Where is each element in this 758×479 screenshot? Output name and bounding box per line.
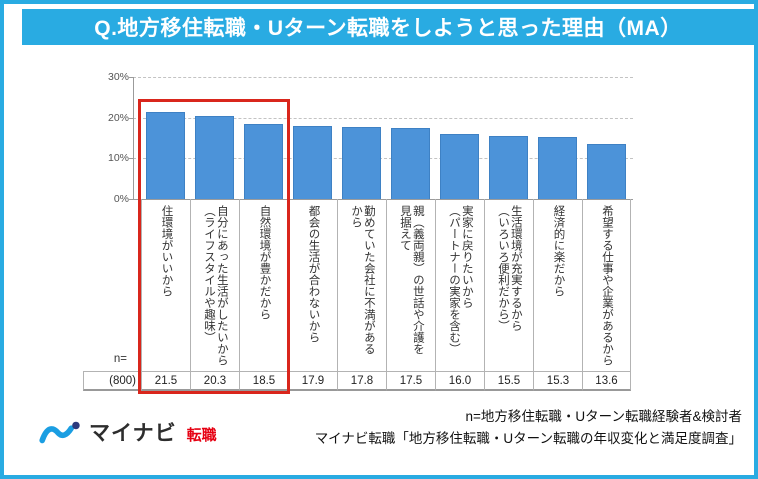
bar — [489, 136, 528, 199]
bar — [538, 136, 577, 199]
footer-notes: n=地方移住転職・Uターン転職経験者&検討者 マイナビ転職「地方移住転職・Uター… — [315, 406, 742, 450]
y-axis-line — [133, 77, 134, 200]
category-label: 都会の生活が合わないから — [307, 205, 320, 343]
bar-zone — [582, 77, 631, 199]
gridline — [133, 77, 633, 78]
y-tick-mark — [129, 199, 133, 200]
y-tick-mark — [129, 117, 133, 119]
y-tick-label: 0% — [113, 193, 129, 205]
bar-zone — [239, 77, 288, 199]
chart-column: 自然環境が豊かだから 18.5 — [239, 77, 288, 391]
value-cell: 21.5 — [141, 371, 190, 391]
value-cell: 20.3 — [190, 371, 239, 391]
bar-zone — [386, 77, 435, 199]
category-label: 経済的に楽だから — [552, 205, 565, 297]
chart-columns: 住環境がいいから 21.5 自分にあった生活がしたいから （ライフスタイルや趣味） 2… — [141, 77, 631, 391]
logo-suffix-text: 転職 — [186, 426, 217, 444]
chart-column: 親（義両親）の世話や介護を 見据えて 17.5 — [386, 77, 435, 391]
chart-column: 勤めていた会社に不満がある から 17.8 — [337, 77, 386, 391]
category-label-cell: 親（義両親）の世話や介護を 見据えて — [386, 199, 435, 371]
category-label-cell: 勤めていた会社に不満がある から — [337, 199, 386, 371]
bar — [440, 133, 479, 199]
bar — [587, 143, 626, 199]
x-axis-line — [133, 199, 633, 200]
y-tick-mark — [129, 158, 133, 160]
value-cell: 18.5 — [239, 371, 288, 391]
mynavi-wave-icon — [38, 417, 82, 447]
bar-zone — [484, 77, 533, 199]
bar-zone — [533, 77, 582, 199]
value-cell: 15.3 — [533, 371, 582, 391]
bar — [391, 127, 430, 199]
value-cell: 16.0 — [435, 371, 484, 391]
gridline — [133, 117, 633, 119]
footer-note-sample: n=地方移住転職・Uターン転職経験者&検討者 — [465, 409, 742, 424]
category-label: 自分にあった生活がしたいから （ライフスタイルや趣味） — [203, 205, 228, 366]
n-value-cell: (800) — [83, 371, 141, 391]
chart-column: 自分にあった生活がしたいから （ライフスタイルや趣味） 20.3 — [190, 77, 239, 391]
category-label-cell: 実家に戻りたいから （パートナーの実家を含む） — [435, 199, 484, 371]
category-label: 生活環境が充実するから （いろいろ便利だから） — [497, 205, 522, 332]
n-label: n= — [113, 353, 127, 365]
footer-note-source: マイナビ転職「地方移住転職・Uターン転職の年収変化と満足度調査」 — [314, 431, 742, 446]
value-cell: 17.8 — [337, 371, 386, 391]
chart-column: 住環境がいいから 21.5 — [141, 77, 190, 391]
bar — [293, 126, 332, 199]
gridline — [133, 158, 633, 160]
bar — [342, 126, 381, 199]
bar-zone — [337, 77, 386, 199]
category-label: 希望する仕事や企業があるから — [600, 205, 613, 366]
category-label-cell: 希望する仕事や企業があるから — [582, 199, 631, 371]
logo-brand-text: マイナビ — [89, 422, 177, 445]
y-tick-label: 10% — [107, 152, 129, 165]
bar — [146, 111, 185, 199]
category-label-cell: 自然環境が豊かだから — [239, 199, 288, 371]
category-label: 勤めていた会社に不満がある から — [350, 205, 375, 355]
category-label-cell: 生活環境が充実するから （いろいろ便利だから） — [484, 199, 533, 371]
chart-column: 希望する仕事や企業があるから 13.6 — [582, 77, 631, 391]
category-label: 親（義両親）の世話や介護を 見据えて — [399, 205, 424, 355]
value-cell: 17.5 — [386, 371, 435, 391]
chart-column: 生活環境が充実するから （いろいろ便利だから） 15.5 — [484, 77, 533, 391]
bar-zone — [190, 77, 239, 199]
category-label-cell: 住環境がいいから — [141, 199, 190, 371]
chart-column: 都会の生活が合わないから 17.9 — [288, 77, 337, 391]
category-label-cell: 都会の生活が合わないから — [288, 199, 337, 371]
category-label-cell: 経済的に楽だから — [533, 199, 582, 371]
value-cell: 15.5 — [484, 371, 533, 391]
value-cell: 13.6 — [582, 371, 631, 391]
category-label: 自然環境が豊かだから — [258, 205, 271, 320]
category-label-cell: 自分にあった生活がしたいから （ライフスタイルや趣味） — [190, 199, 239, 371]
chart-column: 実家に戻りたいから （パートナーの実家を含む） 16.0 — [435, 77, 484, 391]
bar-zone — [141, 77, 190, 199]
y-tick-label: 20% — [107, 111, 129, 124]
chart-column: 経済的に楽だから 15.3 — [533, 77, 582, 391]
mynavi-tenshoku-logo: マイナビ 転職 — [38, 417, 217, 447]
category-label: 住環境がいいから — [160, 205, 173, 297]
y-tick-mark — [129, 77, 133, 78]
y-tick-label: 30% — [107, 71, 129, 83]
category-label: 実家に戻りたいから （パートナーの実家を含む） — [448, 205, 473, 355]
bar — [244, 123, 283, 199]
bar-zone — [288, 77, 337, 199]
bar — [195, 116, 234, 199]
bar-zone — [435, 77, 484, 199]
page-title: Q.地方移住転職・Uターン転職をしようと思った理由（MA） — [22, 9, 754, 45]
value-cell: 17.9 — [288, 371, 337, 391]
